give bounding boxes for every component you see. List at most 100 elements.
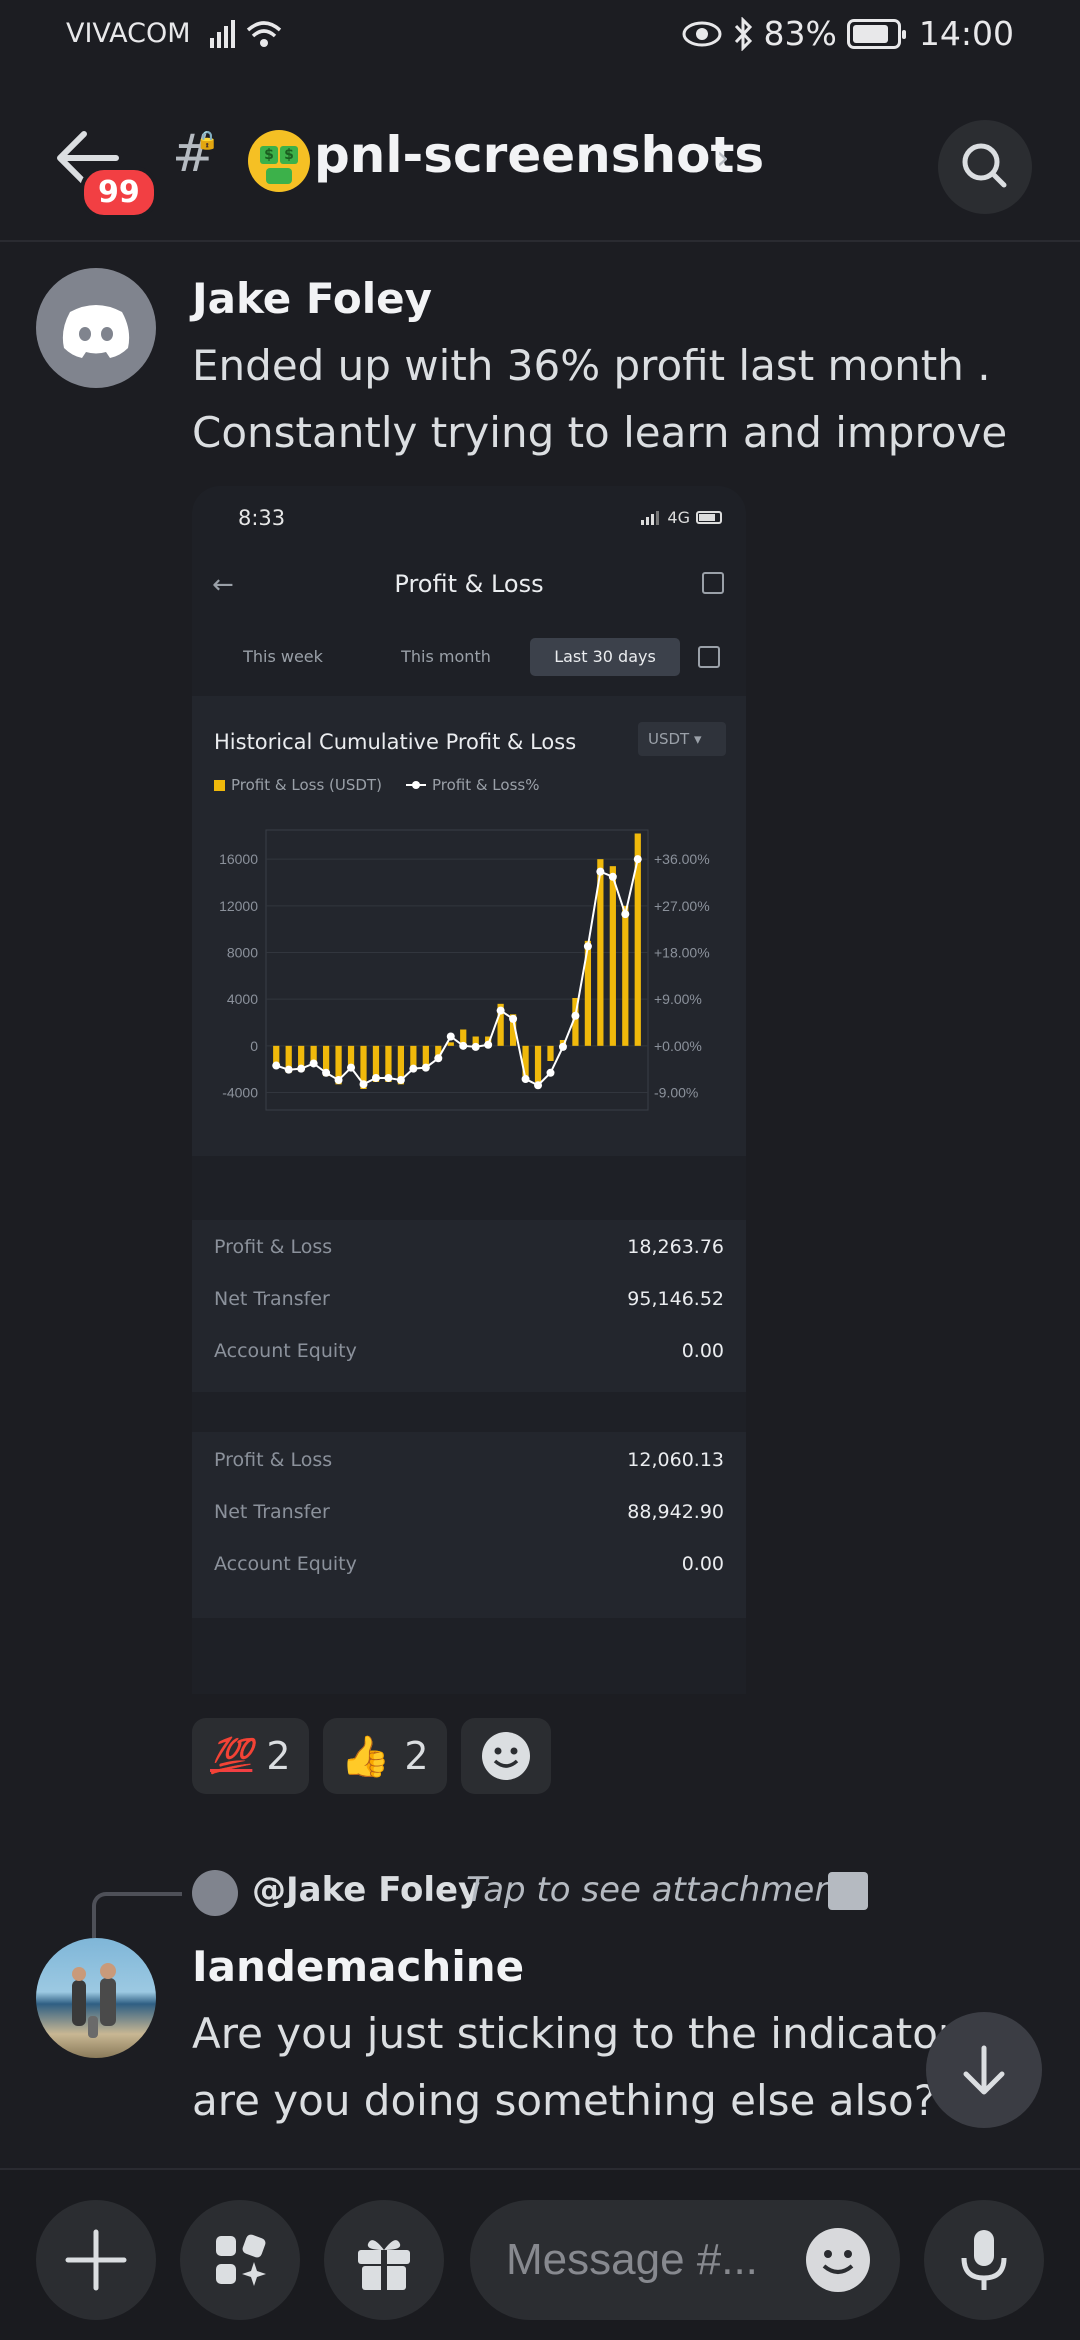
- y-tick-right: +9.00%: [654, 991, 702, 1007]
- pnl-percent-point: [322, 1068, 331, 1077]
- microphone-icon: [961, 2230, 1007, 2290]
- summary-row: Profit & Loss 12,060.13: [214, 1449, 724, 1471]
- battery-percent: 83%: [763, 14, 837, 53]
- emoji-button[interactable]: [806, 2228, 870, 2292]
- tab-this-week: This week: [243, 647, 323, 666]
- message-author[interactable]: Jake Foley: [192, 274, 432, 323]
- attachment-status: 4G: [641, 508, 722, 527]
- jump-to-present-button[interactable]: [926, 2012, 1042, 2128]
- summary-label: Account Equity: [214, 1340, 357, 1362]
- pnl-percent-point: [471, 1042, 480, 1051]
- reaction-thumbs-up[interactable]: 👍 2: [322, 1718, 447, 1794]
- voice-button[interactable]: [924, 2200, 1044, 2320]
- y-tick-right: +36.00%: [654, 851, 710, 867]
- pnl-percent-point: [384, 1073, 393, 1082]
- discord-logo-icon: [62, 305, 130, 358]
- apps-button[interactable]: [180, 2200, 300, 2320]
- chart-title: Historical Cumulative Profit & Loss: [214, 730, 577, 754]
- reply-avatar: [192, 1870, 238, 1916]
- summary-row: Net Transfer 95,146.52: [214, 1288, 724, 1310]
- y-tick-left: 12000: [219, 898, 258, 914]
- message-line: are you doing something else also?: [192, 2076, 937, 2125]
- summary-card: [192, 1220, 746, 1392]
- hash-lock-icon: #: [172, 124, 216, 184]
- image-icon: [828, 1872, 868, 1910]
- signal-icon: [641, 510, 660, 525]
- tab-this-month: This month: [401, 647, 491, 666]
- reaction-100[interactable]: 💯 2: [192, 1718, 309, 1794]
- pnl-percent-point: [534, 1081, 543, 1090]
- pnl-bar: [298, 1045, 305, 1072]
- search-button[interactable]: [938, 120, 1032, 214]
- pnl-percent-point: [446, 1032, 455, 1041]
- pnl-percent-point: [309, 1059, 318, 1068]
- arrow-down-icon: [963, 2045, 1005, 2095]
- y-tick-right: +0.00%: [654, 1038, 702, 1054]
- pnl-percent-point: [359, 1080, 368, 1089]
- attachment-time: 8:33: [238, 506, 286, 530]
- pnl-percent-point: [434, 1054, 443, 1063]
- message-author[interactable]: Iandemachine: [192, 1942, 525, 1991]
- status-bar: VIVACOM 83% 14:00: [0, 0, 1080, 68]
- y-tick-left: -4000: [222, 1085, 258, 1101]
- y-tick-right: -9.00%: [654, 1085, 698, 1101]
- calendar-icon: [698, 646, 720, 668]
- pnl-bar: [310, 1045, 317, 1066]
- pnl-bar: [472, 1036, 479, 1046]
- add-reaction-button[interactable]: [460, 1718, 551, 1794]
- pnl-bar: [584, 940, 592, 1046]
- summary-value: 95,146.52: [627, 1288, 724, 1310]
- y-tick-right: +18.00%: [654, 945, 710, 961]
- plus-icon: [65, 2229, 127, 2291]
- tab-last-30-days: Last 30 days: [530, 638, 680, 676]
- pnl-bar: [497, 1003, 504, 1046]
- y-tick-left: 0: [250, 1038, 258, 1054]
- gift-icon: [358, 2240, 410, 2290]
- plot-frame: [265, 829, 649, 1111]
- composer-bar: [0, 2168, 1080, 2340]
- currency-select: USDT ▾: [638, 722, 726, 756]
- pnl-percent-line: [275, 858, 639, 1087]
- signal-wifi-icon: [210, 20, 282, 48]
- smile-icon: [822, 2250, 854, 2274]
- channel-name[interactable]: pnl-screenshots: [314, 126, 765, 184]
- pnl-percent-point: [571, 1011, 580, 1020]
- summary-row: Profit & Loss 18,263.76: [214, 1236, 724, 1258]
- message-line: Constantly trying to learn and improve: [192, 408, 1008, 457]
- pnl-bar: [360, 1045, 367, 1089]
- reaction-count: 2: [404, 1734, 429, 1778]
- y-tick-left: 8000: [227, 945, 258, 961]
- pnl-chart: 16000 12000 8000 4000 0 -4000 +36.00% +27.00% +1…: [219, 829, 710, 1111]
- search-icon: [962, 143, 1007, 188]
- summary-row: Net Transfer 88,942.90: [214, 1501, 724, 1523]
- reactions: 💯 2 👍 2: [192, 1718, 551, 1794]
- thumbs-up-emoji: 👍: [340, 1733, 391, 1780]
- pnl-percent-point: [334, 1076, 343, 1085]
- lock-icon: 🔒: [196, 130, 219, 151]
- eye-icon: [682, 21, 722, 46]
- message-field[interactable]: [470, 2200, 900, 2320]
- money-mouth-emoji: $ $: [248, 130, 310, 192]
- summary-label: Account Equity: [214, 1553, 357, 1575]
- pnl-bar: [385, 1045, 392, 1082]
- gift-button[interactable]: [324, 2200, 444, 2320]
- avatar[interactable]: [36, 268, 156, 388]
- pnl-bar: [347, 1045, 355, 1071]
- image-attachment[interactable]: 8:33 4G ← Profit & Loss This week This m…: [192, 486, 746, 1694]
- back-arrow-icon[interactable]: [54, 128, 120, 188]
- pnl-percent-point: [409, 1064, 418, 1073]
- chevron-right-icon[interactable]: ›: [716, 138, 730, 178]
- pnl-bar: [522, 1045, 529, 1077]
- avatar[interactable]: [36, 1938, 156, 2058]
- summary-label: Profit & Loss: [214, 1449, 333, 1471]
- reply-preview[interactable]: Tap to see attachment: [466, 1870, 850, 1910]
- pnl-bar: [447, 1042, 454, 1046]
- pnl-bar: [410, 1045, 417, 1072]
- attach-button[interactable]: [36, 2200, 156, 2320]
- unread-badge: 99: [80, 166, 158, 219]
- reply-mention[interactable]: @Jake Foley: [252, 1870, 481, 1910]
- message-input[interactable]: [506, 2230, 786, 2290]
- pnl-percent-point: [371, 1073, 380, 1082]
- avatar-photo: [72, 1963, 116, 2038]
- chart-card: [192, 696, 746, 1156]
